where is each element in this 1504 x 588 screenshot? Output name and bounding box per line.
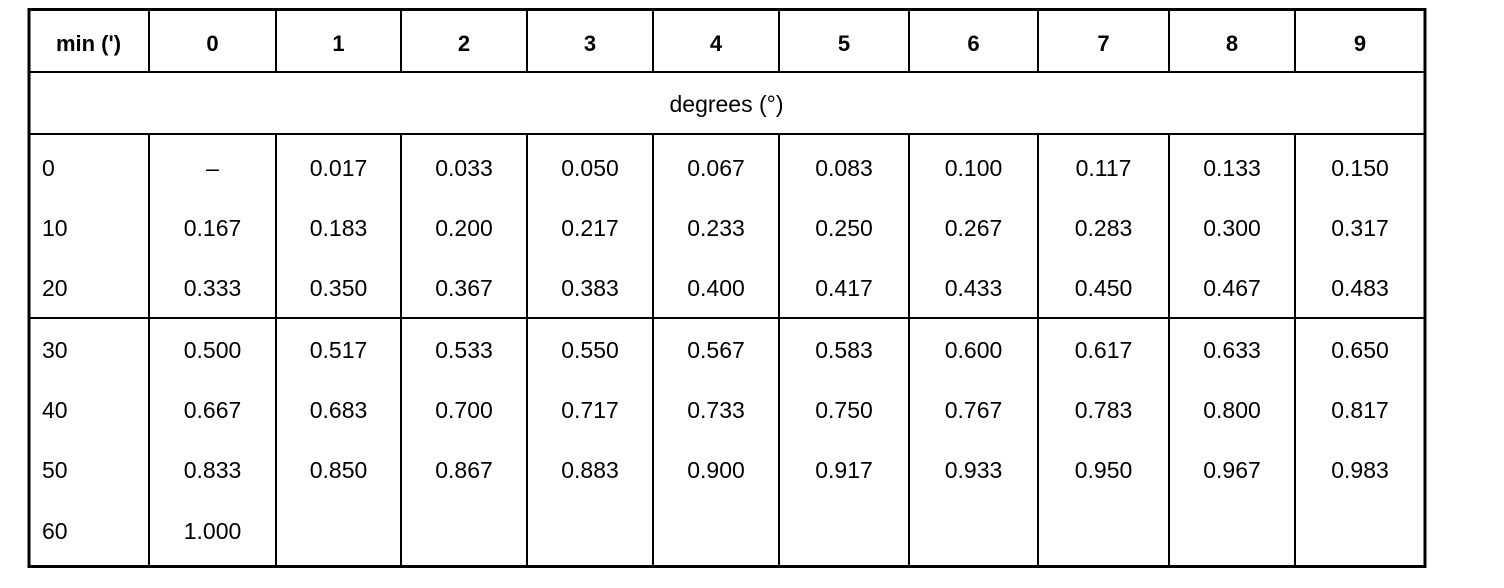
cell: 0.900	[687, 457, 745, 483]
header-cell: 9	[1354, 31, 1366, 56]
cell: 0.517	[310, 337, 368, 363]
cell: 0.783	[1075, 397, 1133, 423]
cell: 0.917	[815, 457, 873, 483]
cell: 0.717	[561, 397, 619, 423]
cell: –	[206, 155, 219, 181]
cell: 0.317	[1331, 215, 1389, 241]
cell: 0.350	[310, 275, 368, 301]
cell: 0.333	[184, 275, 242, 301]
cell: 0.067	[687, 155, 745, 181]
cell: 0.800	[1203, 397, 1261, 423]
cell: 0.483	[1331, 275, 1389, 301]
cell: 0.683	[310, 397, 368, 423]
header-cell: 2	[458, 31, 470, 56]
cell: 0.217	[561, 215, 619, 241]
cell: 0.633	[1203, 337, 1261, 363]
header-cell: 1	[332, 31, 344, 56]
cell: 0.167	[184, 215, 242, 241]
cell: 0.850	[310, 457, 368, 483]
cell: 0.250	[815, 215, 873, 241]
cell: 0.933	[945, 457, 1003, 483]
cell: 0.417	[815, 275, 873, 301]
cell: 0.133	[1203, 155, 1261, 181]
cell: 0.300	[1203, 215, 1261, 241]
header-cell: min (')	[56, 31, 121, 56]
cell: 0.500	[184, 337, 242, 363]
row-label: 30	[42, 337, 68, 363]
cell: 0.183	[310, 215, 368, 241]
header-cell: 8	[1226, 31, 1238, 56]
cell: 0.700	[435, 397, 493, 423]
cell: 0.033	[435, 155, 493, 181]
cell: 0.533	[435, 337, 493, 363]
cell: 0.583	[815, 337, 873, 363]
row-label: 20	[42, 275, 68, 301]
table-border	[27, 8, 1427, 568]
header-cell: 0	[206, 31, 218, 56]
cell: 0.233	[687, 215, 745, 241]
cell: 0.967	[1203, 457, 1261, 483]
cell: 0.200	[435, 215, 493, 241]
cell: 0.017	[310, 155, 368, 181]
cell: 0.600	[945, 337, 1003, 363]
cell: 0.750	[815, 397, 873, 423]
row-label: 40	[42, 397, 68, 423]
cell: 0.883	[561, 457, 619, 483]
header-cell: 6	[967, 31, 979, 56]
cell: 0.267	[945, 215, 1003, 241]
cell: 0.983	[1331, 457, 1389, 483]
cell: 0.400	[687, 275, 745, 301]
cell: 0.433	[945, 275, 1003, 301]
cell: 0.867	[435, 457, 493, 483]
header-cell: 7	[1097, 31, 1109, 56]
cell: 0.467	[1203, 275, 1261, 301]
cell: 0.050	[561, 155, 619, 181]
subheader: degrees (°)	[669, 91, 783, 117]
row-label: 60	[42, 518, 68, 544]
cell: 1.000	[184, 518, 242, 544]
cell: 0.550	[561, 337, 619, 363]
cell: 0.733	[687, 397, 745, 423]
cell: 0.283	[1075, 215, 1133, 241]
cell: 0.817	[1331, 397, 1389, 423]
row-label: 0	[42, 155, 55, 181]
cell: 0.950	[1075, 457, 1133, 483]
cell: 0.833	[184, 457, 242, 483]
cell: 0.450	[1075, 275, 1133, 301]
cell: 0.100	[945, 155, 1003, 181]
cell: 0.667	[184, 397, 242, 423]
cell: 0.367	[435, 275, 493, 301]
header-cell: 3	[584, 31, 596, 56]
cell: 0.383	[561, 275, 619, 301]
cell: 0.767	[945, 397, 1003, 423]
cell: 0.617	[1075, 337, 1133, 363]
cell: 0.567	[687, 337, 745, 363]
header-cell: 5	[838, 31, 850, 56]
cell: 0.650	[1331, 337, 1389, 363]
row-label: 50	[42, 457, 68, 483]
cell: 0.117	[1076, 155, 1132, 181]
cell: 0.150	[1331, 155, 1389, 181]
header-cell: 4	[710, 31, 723, 56]
cell: 0.083	[815, 155, 873, 181]
row-label: 10	[42, 215, 68, 241]
